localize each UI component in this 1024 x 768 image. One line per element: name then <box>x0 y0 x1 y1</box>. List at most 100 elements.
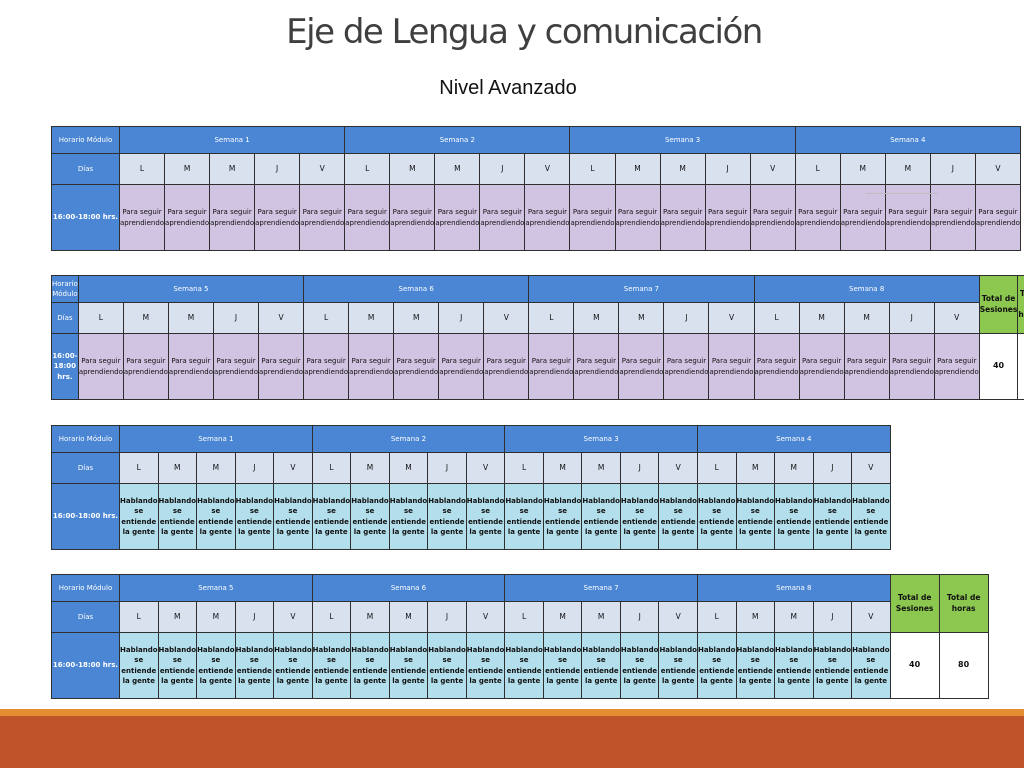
activity-cell: Hablando se entiende la gente <box>504 632 544 699</box>
activity-cell: Para seguir aprendiendo <box>344 184 391 251</box>
day-cell: V <box>258 302 305 334</box>
total-horas-header: Total de horas <box>1017 275 1024 334</box>
activity-cell: Hablando se entiende la gente <box>851 483 891 550</box>
day-cell: L <box>504 601 544 633</box>
day-cell: J <box>479 153 526 185</box>
activity-cell: Para seguir aprendiendo <box>798 333 845 400</box>
day-cell: V <box>465 452 506 484</box>
activity-cell: Hablando se entiende la gente <box>619 632 660 699</box>
activity-cell: Hablando se entiende la gente <box>157 483 198 550</box>
day-cell: J <box>234 601 275 633</box>
day-cell: J <box>234 452 275 484</box>
week-header: Semana 1 <box>119 425 313 453</box>
day-cell: M <box>157 452 198 484</box>
day-cell: M <box>659 153 706 185</box>
day-cell: L <box>569 153 616 185</box>
day-cell: L <box>528 302 575 334</box>
total-horas-header: Total de horas <box>938 574 989 633</box>
page-title: Eje de Lengua y comunicación <box>286 12 763 52</box>
day-cell: M <box>196 452 236 484</box>
activity-cell: Para seguir aprendiendo <box>573 333 620 400</box>
week-header: Semana 2 <box>344 126 571 154</box>
activity-cell: Para seguir aprendiendo <box>974 184 1021 251</box>
activity-cell: Para seguir aprendiendo <box>479 184 526 251</box>
activity-cell: Hablando se entiende la gente <box>735 483 776 550</box>
footer-bar <box>0 716 1024 768</box>
day-cell: J <box>929 153 976 185</box>
activity-cell: Para seguir aprendiendo <box>528 333 575 400</box>
activity-cell: Para seguir aprendiendo <box>483 333 530 400</box>
activity-cell: Para seguir aprendiendo <box>438 333 485 400</box>
activity-cell: Para seguir aprendiendo <box>389 184 436 251</box>
activity-cell: Hablando se entiende la gente <box>658 632 698 699</box>
day-cell: V <box>524 153 571 185</box>
activity-cell: Hablando se entiende la gente <box>774 632 814 699</box>
day-cell: M <box>434 153 481 185</box>
day-cell: L <box>311 601 352 633</box>
day-cell: J <box>663 302 710 334</box>
week-header: Semana 6 <box>303 275 530 303</box>
week-header: Semana 3 <box>504 425 698 453</box>
activity-cell: Para seguir aprendiendo <box>888 333 935 400</box>
activity-cell: Para seguir aprendiendo <box>122 333 169 400</box>
day-cell: M <box>735 601 776 633</box>
time-slot-label: 16:00-18:00 hrs. <box>51 483 120 550</box>
day-cell: V <box>465 601 506 633</box>
day-cell: J <box>427 452 467 484</box>
day-cell: M <box>388 452 429 484</box>
day-cell: L <box>311 452 352 484</box>
activity-cell: Hablando se entiende la gente <box>619 483 660 550</box>
day-cell: M <box>581 601 621 633</box>
activity-cell: Para seguir aprendiendo <box>659 184 706 251</box>
activity-cell: Para seguir aprendiendo <box>749 184 796 251</box>
activity-cell: Para seguir aprendiendo <box>434 184 481 251</box>
day-cell: V <box>974 153 1021 185</box>
day-cell: M <box>774 452 814 484</box>
page-subtitle: Nivel Avanzado <box>439 77 577 99</box>
schedule-table-2: Horario Módulo Semana 5 Semana 6 Semana 7 Se… <box>51 275 1024 400</box>
horario-modulo-label: Horario Módulo <box>51 574 120 602</box>
week-header: Semana 5 <box>77 275 305 303</box>
activity-cell: Para seguir aprendiendo <box>303 333 350 400</box>
week-header: Semana 7 <box>504 574 698 602</box>
activity-cell: Hablando se entiende la gente <box>311 632 352 699</box>
divider-line <box>866 193 938 194</box>
activity-cell: Hablando se entiende la gente <box>581 483 621 550</box>
day-cell: M <box>614 153 661 185</box>
schedule-table-4: Horario Módulo Semana 5 Semana 6 Semana 7 Se… <box>51 574 989 699</box>
day-cell: V <box>851 601 891 633</box>
activity-cell: Hablando se entiende la gente <box>774 483 814 550</box>
activity-cell: Hablando se entiende la gente <box>465 632 506 699</box>
activity-cell: Hablando se entiende la gente <box>388 483 429 550</box>
activity-cell: Para seguir aprendiendo <box>753 333 800 400</box>
day-cell: J <box>427 601 467 633</box>
day-cell: J <box>888 302 935 334</box>
week-header: Semana 5 <box>119 574 313 602</box>
day-cell: M <box>798 302 845 334</box>
activity-cell: Para seguir aprendiendo <box>393 333 440 400</box>
day-cell: J <box>212 302 260 334</box>
dias-label: Días <box>51 601 120 633</box>
week-header: Semana 1 <box>118 126 346 154</box>
total-horas-value: 80 <box>1017 333 1024 400</box>
week-header: Semana 3 <box>569 126 796 154</box>
activity-cell: Para seguir aprendiendo <box>794 184 841 251</box>
activity-cell: Para seguir aprendiendo <box>118 184 166 251</box>
week-header: Semana 2 <box>311 425 506 453</box>
schedule-table-3: Horario Módulo Semana 1 Semana 2 Semana 3 Se… <box>51 425 891 550</box>
day-cell: V <box>273 452 313 484</box>
week-header: Semana 4 <box>696 425 891 453</box>
activity-cell: Para seguir aprendiendo <box>569 184 616 251</box>
activity-cell: Para seguir aprendiendo <box>167 333 214 400</box>
horario-modulo-label: Horario Módulo <box>51 275 79 303</box>
activity-cell: Hablando se entiende la gente <box>350 632 390 699</box>
horario-modulo-label: Horario Módulo <box>51 126 120 154</box>
activity-cell: Hablando se entiende la gente <box>427 632 467 699</box>
day-cell: V <box>658 452 698 484</box>
day-cell: M <box>573 302 620 334</box>
day-cell: M <box>735 452 776 484</box>
day-cell: V <box>483 302 530 334</box>
day-cell: M <box>167 302 214 334</box>
activity-cell: Para seguir aprendiendo <box>209 184 256 251</box>
day-cell: J <box>254 153 301 185</box>
